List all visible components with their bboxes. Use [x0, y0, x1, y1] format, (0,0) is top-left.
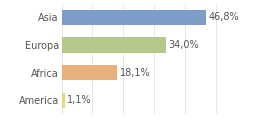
- Bar: [62, 65, 117, 80]
- Bar: [62, 37, 166, 53]
- Text: 34,0%: 34,0%: [169, 40, 199, 50]
- Text: 18,1%: 18,1%: [120, 68, 150, 78]
- Text: 1,1%: 1,1%: [67, 95, 92, 105]
- Bar: [62, 10, 206, 25]
- Bar: [62, 93, 65, 108]
- Text: 46,8%: 46,8%: [208, 12, 239, 22]
